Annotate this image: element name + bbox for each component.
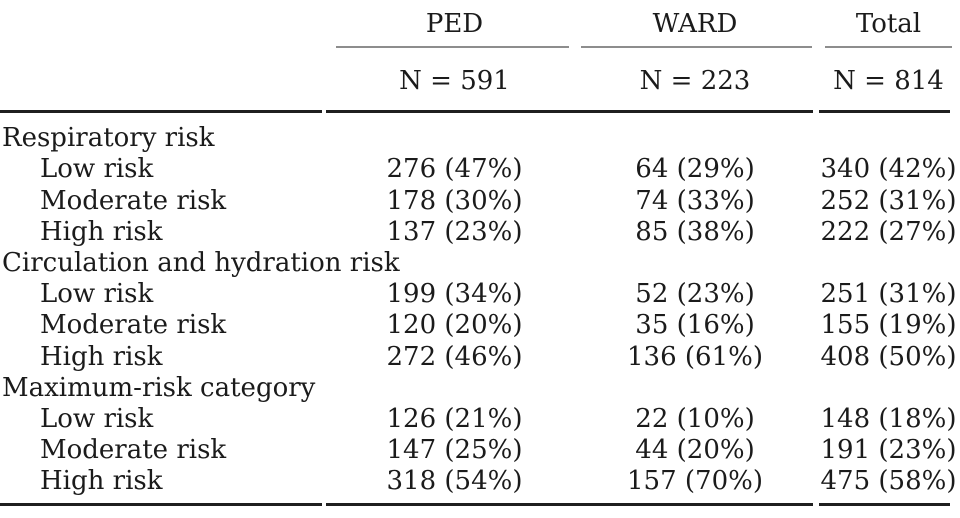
cell-ward: 74 (33%): [635, 185, 755, 216]
column-header-total: Total: [855, 8, 922, 39]
cell-ward: 157 (70%): [627, 466, 763, 497]
section-header-respiratory: Respiratory risk: [2, 123, 215, 154]
cell-total: 475 (58%): [820, 466, 957, 497]
row-label: Moderate risk: [40, 435, 227, 466]
cell-ward: 52 (23%): [635, 279, 755, 310]
bottom-rule-segment: [819, 503, 950, 506]
table-row: Moderate risk 178 (30%) 74 (33%) 252 (31…: [0, 185, 960, 216]
cell-ped: 276 (47%): [386, 154, 523, 185]
cell-total: 222 (27%): [820, 216, 957, 247]
bottom-rule-segment: [326, 503, 813, 506]
row-label: High risk: [40, 216, 163, 247]
cell-ward: 22 (10%): [635, 403, 755, 434]
n-total: N = 814: [833, 66, 944, 96]
cell-ward: 44 (20%): [635, 435, 755, 466]
section-header-circulation: Circulation and hydration risk: [2, 247, 400, 278]
cell-ward: 136 (61%): [627, 341, 763, 372]
cell-ped: 147 (25%): [386, 435, 523, 466]
n-ward: N = 223: [639, 66, 751, 96]
table-header-row: PED WARD Total: [0, 0, 960, 47]
cell-ped: 178 (30%): [386, 185, 523, 216]
section-header-row: Respiratory risk: [0, 123, 960, 154]
cell-total: 252 (31%): [820, 185, 957, 216]
row-label: High risk: [40, 466, 163, 497]
row-label: Moderate risk: [40, 185, 227, 216]
section-header-row: Maximum-risk category: [0, 372, 960, 403]
cell-ped: 318 (54%): [386, 466, 523, 497]
cell-ward: 64 (29%): [635, 154, 755, 185]
table-row: Low risk 276 (47%) 64 (29%) 340 (42%): [0, 154, 960, 185]
total-column-underline: [825, 46, 952, 48]
table-body: Respiratory risk Low risk 276 (47%) 64 (…: [0, 123, 960, 497]
row-label: Low risk: [40, 154, 154, 185]
bottom-rule-segment: [0, 503, 322, 506]
cell-ward: 85 (38%): [635, 216, 755, 247]
cell-total: 191 (23%): [820, 435, 957, 466]
row-label: Moderate risk: [40, 310, 227, 341]
ped-column-underline: [336, 46, 569, 48]
cell-total: 340 (42%): [820, 154, 957, 185]
cell-ped: 120 (20%): [386, 310, 523, 341]
cell-ped: 199 (34%): [386, 279, 523, 310]
top-rule-segment: [326, 110, 813, 113]
table-row: High risk 137 (23%) 85 (38%) 222 (27%): [0, 216, 960, 247]
top-rule-segment: [0, 110, 322, 113]
n-ped: N = 591: [399, 66, 510, 96]
cell-total: 148 (18%): [820, 403, 957, 434]
cell-ward: 35 (16%): [635, 310, 755, 341]
cell-total: 251 (31%): [820, 279, 957, 310]
table-row: Low risk 199 (34%) 52 (23%) 251 (31%): [0, 279, 960, 310]
cell-total: 408 (50%): [820, 341, 957, 372]
column-header-ped: PED: [425, 8, 484, 39]
table-n-row: N = 591 N = 223 N = 814: [0, 47, 960, 110]
cell-ped: 126 (21%): [386, 403, 523, 434]
table-row: High risk 318 (54%) 157 (70%) 475 (58%): [0, 466, 960, 497]
table-row: Moderate risk 120 (20%) 35 (16%) 155 (19…: [0, 310, 960, 341]
table-row: Low risk 126 (21%) 22 (10%) 148 (18%): [0, 403, 960, 434]
top-rule-segment: [819, 110, 950, 113]
section-header-maximum-risk: Maximum-risk category: [2, 372, 316, 403]
cell-total: 155 (19%): [820, 310, 957, 341]
section-header-row: Circulation and hydration risk: [0, 247, 960, 278]
column-header-ward: WARD: [652, 8, 738, 39]
row-label: Low risk: [40, 403, 154, 434]
cell-ped: 137 (23%): [386, 216, 523, 247]
table-row: High risk 272 (46%) 136 (61%) 408 (50%): [0, 341, 960, 372]
ward-column-underline: [581, 46, 812, 48]
row-label: High risk: [40, 341, 163, 372]
row-label: Low risk: [40, 279, 154, 310]
cell-ped: 272 (46%): [386, 341, 523, 372]
table-row: Moderate risk 147 (25%) 44 (20%) 191 (23…: [0, 434, 960, 465]
